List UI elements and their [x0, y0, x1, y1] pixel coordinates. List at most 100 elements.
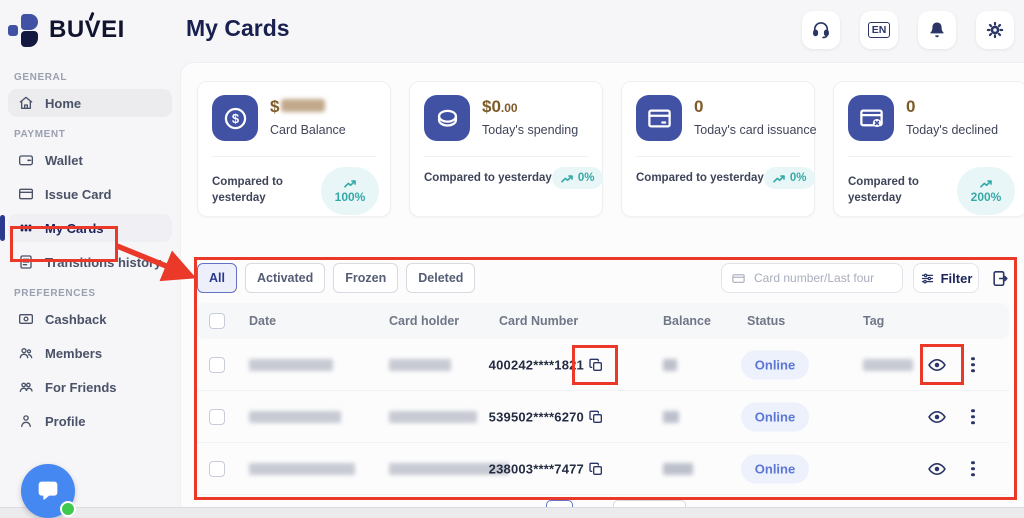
sidebar-item-home[interactable]: Home — [8, 89, 172, 117]
copy-icon[interactable] — [588, 357, 604, 373]
sidebar-item-issue-card[interactable]: Issue Card — [8, 180, 172, 208]
redacted-date — [249, 462, 355, 475]
stat-label: Today's declined — [906, 123, 999, 137]
export-button[interactable] — [985, 263, 1015, 293]
sidebar-item-wallet[interactable]: Wallet — [8, 146, 172, 174]
members-icon — [18, 345, 34, 361]
column-header-tag: Tag — [863, 314, 885, 328]
stat-value: $0.00 — [482, 97, 518, 116]
tab-activated[interactable]: Activated — [244, 263, 326, 293]
sidebar-item-cashback[interactable]: Cashback — [8, 305, 172, 333]
history-icon — [18, 254, 34, 270]
sidebar-item-for-friends[interactable]: For Friends — [8, 373, 172, 401]
my-cards-icon — [18, 220, 34, 236]
stat-label: Card Balance — [270, 123, 346, 137]
redacted-amount — [281, 99, 326, 112]
row-checkbox[interactable] — [209, 356, 225, 373]
row-menu-icon[interactable] — [969, 459, 977, 479]
stats-row: $ $ Card Balance Compared to yesterday 1… — [197, 81, 1024, 217]
language-button[interactable]: EN — [860, 11, 898, 49]
sidebar-item-my-cards[interactable]: My Cards — [0, 214, 172, 242]
filter-button[interactable]: Filter — [913, 263, 979, 293]
trend-up-icon — [561, 173, 574, 184]
card-search-field[interactable] — [721, 263, 903, 293]
divider — [424, 156, 588, 157]
stat-card-today-s-spending: $0.00 Today's spending Compared to yeste… — [409, 81, 604, 217]
brand-logo-icon — [8, 13, 40, 47]
stat-value: 0 — [906, 97, 916, 116]
stat-card-card-balance: $ $ Card Balance Compared to yesterday 1… — [197, 81, 391, 217]
tab-deleted[interactable]: Deleted — [406, 263, 476, 293]
tab-all[interactable]: All — [197, 263, 237, 293]
status-badge: Online — [741, 350, 809, 379]
settings-button[interactable] — [976, 11, 1014, 49]
row-checkbox[interactable] — [209, 408, 225, 425]
support-chat-widget[interactable] — [21, 464, 76, 518]
redacted-date — [249, 410, 341, 423]
stat-compare-text: Compared to yesterday — [636, 172, 764, 184]
svg-text:$: $ — [231, 111, 238, 126]
table-header: Date Card holder Card Number Balance Status T… — [197, 303, 1009, 339]
stat-compare-text: Compared to yesterday — [848, 176, 919, 204]
status-badge: Online — [741, 454, 809, 483]
card-declined-icon — [848, 95, 894, 141]
sidebar: GENERAL Home PAYMENT Wallet Issue Card M… — [0, 60, 180, 518]
sidebar-item-transitions-history[interactable]: Transitions history — [8, 248, 172, 276]
page-title: My Cards — [186, 15, 290, 41]
table-row: 400242****1821 Online — [197, 339, 1009, 391]
stat-trend-badge: 0% — [763, 167, 816, 189]
sidebar-item-members[interactable]: Members — [8, 339, 172, 367]
sidebar-item-profile[interactable]: Profile — [8, 407, 172, 435]
sidebar-section-label: GENERAL — [14, 72, 68, 83]
notifications-button[interactable] — [918, 11, 956, 49]
gear-icon — [985, 20, 1005, 40]
bell-icon — [927, 20, 947, 40]
pagination-page-partial[interactable] — [546, 500, 573, 508]
table-body: 400242****1821 Online 539502****6270 Onl… — [197, 339, 1009, 495]
column-header-status: Status — [747, 314, 786, 328]
sidebar-section-label: PAYMENT — [14, 129, 66, 140]
brand-logo[interactable]: BUVEI — [8, 11, 125, 47]
friends-icon — [18, 379, 34, 395]
stat-label: Today's card issuance — [694, 123, 817, 137]
support-button[interactable] — [802, 11, 840, 49]
row-checkbox[interactable] — [209, 460, 225, 477]
redacted-date — [249, 358, 333, 371]
select-all-checkbox[interactable] — [209, 313, 225, 329]
redacted-card-holder — [389, 410, 477, 423]
stat-trend-badge: 200% — [957, 167, 1015, 215]
tab-frozen[interactable]: Frozen — [333, 263, 399, 293]
pagination-size-partial[interactable] — [613, 500, 686, 508]
eye-icon[interactable] — [927, 407, 947, 427]
column-header-date: Date — [249, 314, 277, 328]
table-row: 238003****7477 Online — [197, 443, 1009, 495]
redacted-balance — [663, 462, 693, 475]
redacted-balance — [663, 410, 679, 423]
redacted-tag — [863, 358, 913, 371]
profile-icon — [18, 413, 34, 429]
stat-compare-text: Compared to yesterday — [212, 176, 283, 204]
eye-icon[interactable] — [927, 459, 947, 479]
eye-icon[interactable] — [927, 355, 947, 375]
topbar: BUVEI My Cards EN — [0, 0, 1024, 60]
trend-up-icon — [979, 178, 993, 189]
copy-icon[interactable] — [588, 461, 604, 477]
stat-compare-text: Compared to yesterday — [424, 172, 552, 184]
window-bottom-strip — [0, 507, 1024, 518]
row-menu-icon[interactable] — [969, 355, 977, 375]
stat-card-today-s-card-issuance: 0 Today's card issuance Compared to yest… — [621, 81, 817, 217]
brand-name: BUVEI — [49, 11, 125, 44]
sliders-icon — [920, 271, 935, 286]
copy-icon[interactable] — [588, 409, 604, 425]
card-number: 539502****6270 — [488, 409, 584, 424]
main-panel: $ $ Card Balance Compared to yesterday 1… — [180, 62, 1024, 508]
stat-label: Today's spending — [482, 123, 579, 137]
row-menu-icon[interactable] — [969, 407, 977, 427]
divider — [636, 156, 800, 157]
trend-up-icon — [773, 173, 786, 184]
search-input[interactable] — [752, 270, 893, 286]
headset-icon — [811, 20, 831, 40]
stat-trend-badge: 0% — [551, 167, 604, 189]
status-tabs: All Activated Frozen Deleted — [197, 263, 476, 293]
redacted-card-holder — [389, 462, 509, 475]
